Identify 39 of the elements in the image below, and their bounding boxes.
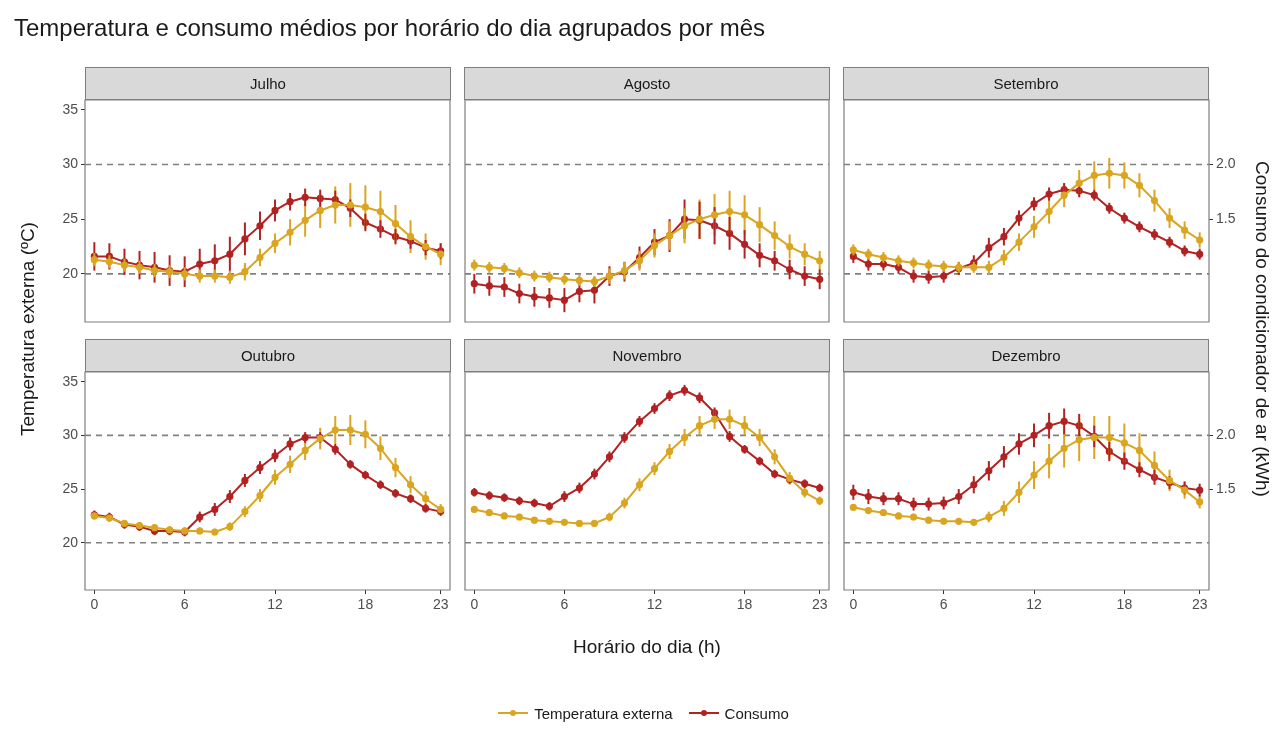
chart-title: Julho (85, 67, 451, 100)
y-tick-label: 20 (62, 264, 79, 281)
legend-label: Temperatura externa (534, 704, 673, 722)
y-tick-label: 35 (62, 100, 79, 117)
chart-title: Agosto (464, 67, 830, 100)
y-tick-label: 30 (62, 155, 79, 172)
x-tick-label: 12 (267, 596, 284, 613)
chart-title: Outubro (85, 339, 451, 372)
y-tick-label: 25 (62, 479, 79, 496)
x-tick-label: 6 (939, 596, 948, 613)
chart-title: Setembro (843, 67, 1209, 100)
y-tick-label: 30 (62, 426, 79, 443)
y2-tick-label: 1.5 (1216, 479, 1236, 496)
x-tick-label: 6 (560, 596, 569, 613)
x-tick-label: 12 (1026, 596, 1043, 613)
chart-title: Novembro (464, 339, 830, 372)
x-tick-label: 18 (357, 596, 374, 613)
y2-tick-label: 2.0 (1216, 426, 1236, 443)
x-tick-label: 18 (1116, 596, 1133, 613)
y-tick-label: 25 (62, 210, 79, 227)
chart-title: Dezembro (843, 339, 1209, 372)
x-tick-label: 18 (736, 596, 753, 613)
x-tick-label: 0 (470, 596, 479, 613)
legend-label: Consumo (724, 704, 789, 722)
y2-tick-label: 1.5 (1216, 210, 1236, 227)
y-axis-title: Temperatura externa (ºC) (17, 221, 39, 436)
x-tick-label: 0 (90, 596, 99, 613)
x-tick-label: 0 (849, 596, 858, 613)
x-tick-label: 23 (432, 596, 449, 613)
text: Temperatura e consumo médios por horário do dia agrupados por mês (14, 14, 766, 42)
y2-axis-title: Consumo do condicionador de ar (kWh) (1251, 160, 1273, 497)
x-tick-label: 23 (1191, 596, 1208, 613)
x-tick-label: 6 (180, 596, 189, 613)
y-tick-label: 35 (62, 372, 79, 389)
x-tick-label: 23 (811, 596, 828, 613)
y-tick-label: 20 (62, 533, 79, 550)
x-tick-label: 12 (646, 596, 663, 613)
y2-tick-label: 2.0 (1216, 155, 1236, 172)
x-axis-title: Horário do dia (h) (573, 636, 721, 658)
